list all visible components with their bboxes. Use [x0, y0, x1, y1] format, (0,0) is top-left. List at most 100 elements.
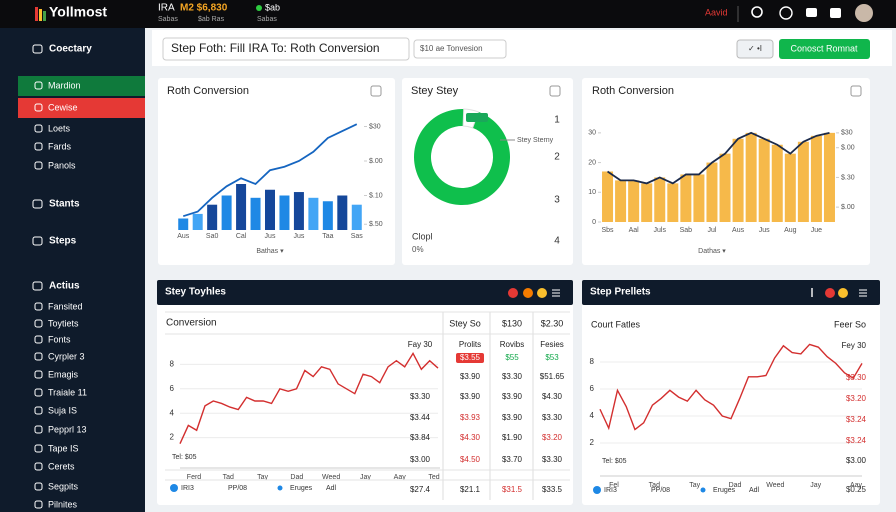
nav-item[interactable]: Traiale 11	[48, 387, 87, 397]
nav-item[interactable]: Cyrpler 3	[48, 351, 85, 361]
nav-item[interactable]: Fonts	[48, 334, 71, 344]
label: $ab Ras	[198, 16, 225, 23]
y2-tick-label: $.00	[369, 158, 383, 165]
filter-button[interactable]	[736, 39, 774, 59]
window-dot[interactable]	[523, 288, 533, 298]
legend[interactable]: Dathas ▾	[698, 248, 726, 255]
bar	[732, 138, 744, 222]
filter-label[interactable]: ✓ •I	[748, 44, 762, 53]
user-name[interactable]: Aavid	[705, 7, 728, 17]
nav-item[interactable]: Panols	[48, 160, 76, 170]
label: Feer So	[834, 319, 866, 329]
bar	[784, 153, 796, 222]
chip[interactable]	[413, 39, 507, 59]
nav-item[interactable]: Coectary	[49, 44, 92, 55]
nav-item[interactable]: Segpits	[48, 481, 79, 491]
card	[582, 280, 880, 505]
nav-item[interactable]: Fards	[48, 141, 72, 151]
pin-button[interactable]	[549, 85, 561, 97]
nav-item[interactable]: Fansited	[48, 301, 83, 311]
window-dot[interactable]	[508, 288, 518, 298]
nav-active[interactable]	[18, 76, 145, 96]
nav-item[interactable]: Stants	[49, 199, 80, 210]
bar	[706, 162, 718, 222]
x-tick-label: Sbs	[601, 227, 614, 234]
bell-icon[interactable]	[779, 6, 793, 20]
bar	[823, 132, 835, 222]
x-tick-label: Aus	[732, 227, 745, 234]
card-title: Roth Conversion	[167, 85, 249, 97]
table-cell: $3.30	[410, 392, 431, 401]
search-icon[interactable]	[751, 6, 763, 18]
table-cell: $4.30	[460, 433, 481, 442]
y-tick-label: 4	[170, 408, 175, 417]
table-cell: $3.30	[502, 372, 523, 381]
nav-item[interactable]: Pepprl 13	[48, 424, 87, 434]
legend-item[interactable]: Adl	[749, 487, 760, 494]
x-tick-label: Jus	[293, 233, 304, 240]
table-cell: $33.5	[542, 485, 563, 494]
legend-item[interactable]: IRI3	[604, 487, 617, 494]
x-tick-label: Jay	[360, 474, 371, 481]
card-title: Stey Stey	[411, 85, 459, 97]
logo-icon	[35, 7, 38, 21]
table-cell: $3.90	[502, 392, 523, 401]
label: Conversion	[166, 318, 217, 329]
grid-icon[interactable]	[830, 8, 841, 18]
window-dot[interactable]	[537, 288, 547, 298]
nav-icon	[32, 281, 43, 291]
badge	[456, 353, 484, 363]
y2-tick-label: $30	[369, 123, 381, 130]
button-label[interactable]: Conosct Romnat	[790, 43, 858, 53]
nav-item[interactable]: Actius	[49, 281, 80, 292]
x-tick-label: Jul	[707, 227, 716, 234]
nav-icon	[34, 124, 43, 133]
legend-item[interactable]: Adl	[326, 485, 337, 492]
nav-item[interactable]: Loets	[48, 123, 71, 133]
nav-item[interactable]: Toytiets	[48, 318, 79, 328]
nav-item[interactable]: Mardion	[48, 80, 81, 90]
bar	[221, 195, 232, 230]
window-dot[interactable]	[838, 288, 848, 298]
bar	[667, 183, 679, 222]
nav-item[interactable]: Steps	[49, 236, 77, 247]
y-tick-label: 2	[590, 438, 595, 447]
y-tick-label: 0	[592, 219, 596, 226]
legend-item[interactable]: Eruges	[713, 487, 736, 494]
pin-button[interactable]	[370, 85, 382, 97]
nav-item[interactable]: Suja IS	[48, 405, 77, 415]
line	[182, 123, 358, 218]
label: Sabas	[158, 16, 178, 23]
bar	[602, 171, 614, 222]
nav-item[interactable]: Cewise	[48, 102, 78, 112]
x-tick-label: Aay	[394, 474, 407, 481]
legend-item[interactable]: PP/08	[651, 487, 670, 494]
pin-button[interactable]	[850, 85, 862, 97]
nav-icon	[34, 103, 43, 112]
nav-item[interactable]: Emagis	[48, 369, 79, 379]
x-tick-label: Tay	[257, 474, 268, 481]
x-tick-label: Ferd	[187, 474, 202, 481]
nav-item[interactable]: Cerets	[48, 461, 75, 471]
table-cell: $3.90	[502, 413, 523, 422]
x-tick-label: Jus	[759, 227, 770, 234]
table-header: $2.30	[541, 318, 564, 328]
card-header	[157, 280, 573, 305]
card	[158, 78, 395, 265]
chip-label[interactable]: $10 ae Tonvesion	[420, 44, 483, 53]
label: Clopl	[412, 231, 433, 241]
legend-dot	[700, 487, 706, 493]
window-dot[interactable]	[825, 288, 835, 298]
table-cell: $3.00	[410, 455, 431, 464]
table-cell: Rovibs	[500, 340, 524, 349]
legend[interactable]: Bathas ▾	[256, 248, 284, 255]
nav-highlight[interactable]	[18, 98, 145, 118]
nav-item[interactable]: Tape IS	[48, 443, 79, 453]
camera-icon[interactable]	[806, 8, 817, 17]
avatar[interactable]	[855, 4, 873, 22]
nav-item[interactable]: Pilnites	[48, 499, 78, 509]
legend-item[interactable]: PP/08	[228, 485, 247, 492]
legend-item[interactable]: IRI3	[181, 485, 194, 492]
primary-button[interactable]	[779, 39, 870, 59]
legend-item[interactable]: Eruges	[290, 485, 313, 492]
